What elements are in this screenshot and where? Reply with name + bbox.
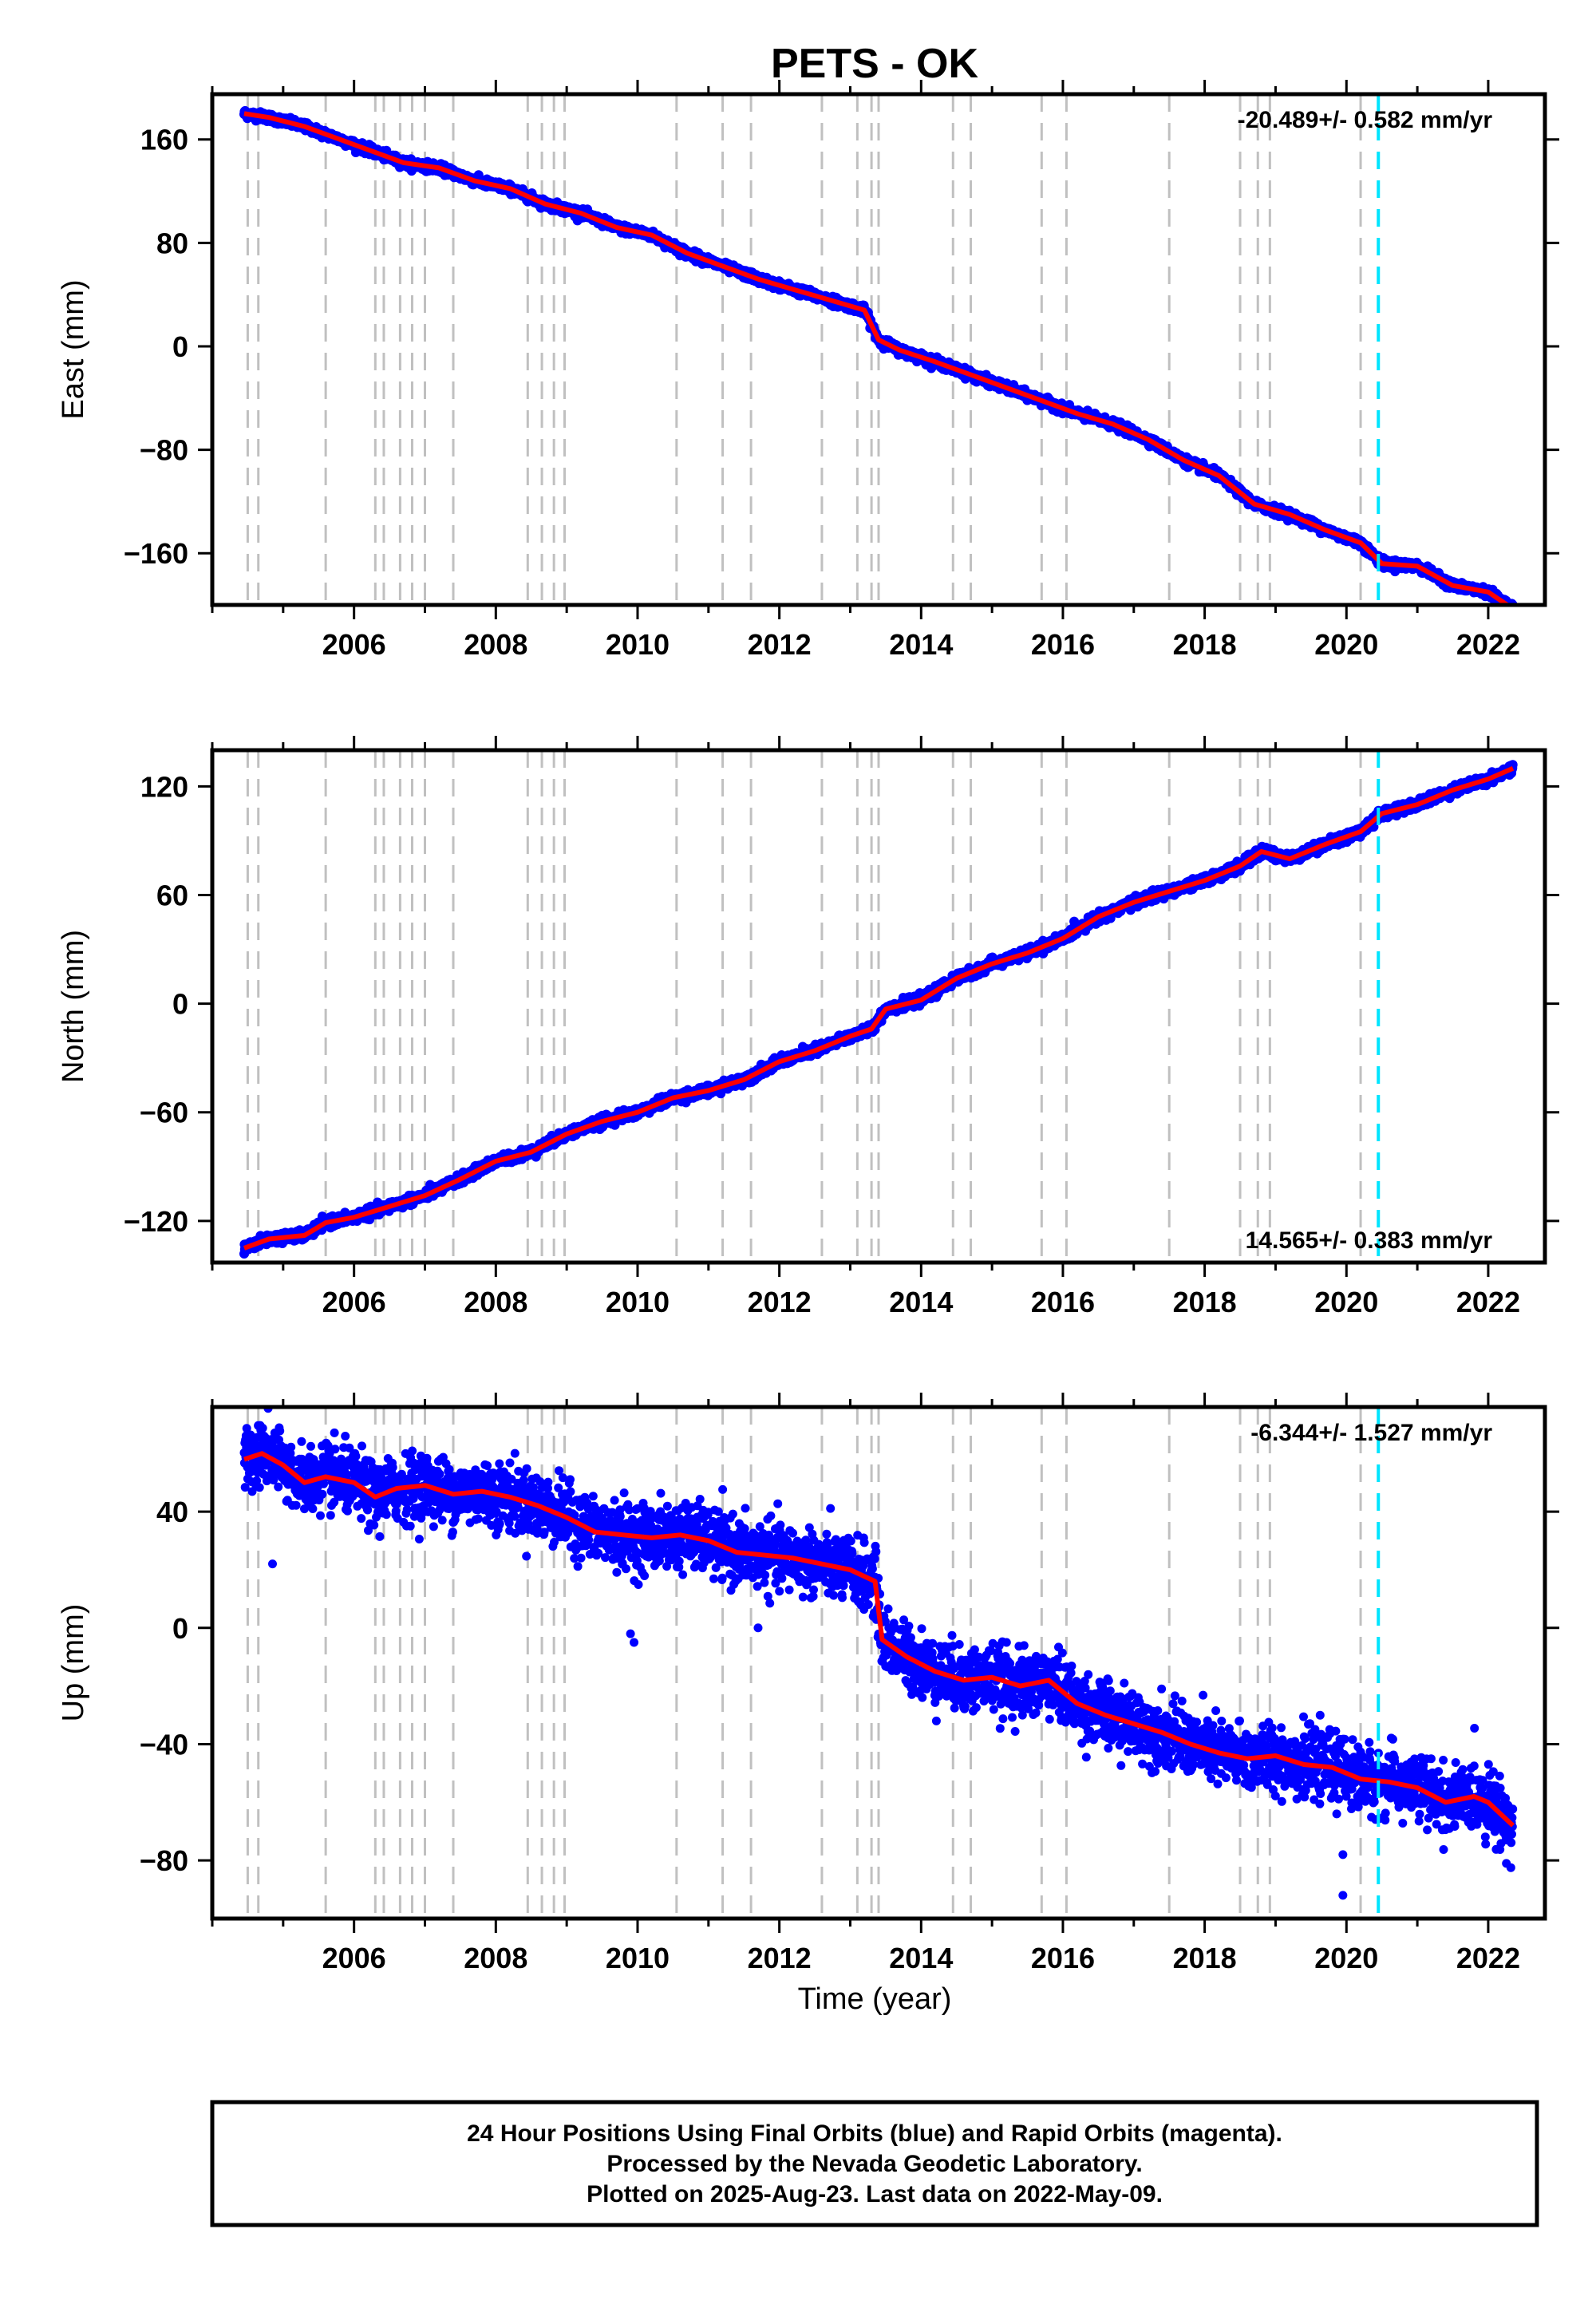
y-tick-label: 80 [156,227,188,259]
data-point [1507,606,1517,615]
panels-group: 2006 2008 2010 2012 2014 2016 2018 2020 2022 160 8… [57,80,1559,1974]
model-line [243,111,1512,605]
x-tick-label: 2008 [464,628,527,661]
x-tick-label: 2022 [1456,628,1520,661]
y-tick-label: −160 [124,537,188,570]
rate-label: -20.489+/- 0.582 mm/yr [1238,107,1493,133]
data-point [1503,607,1512,616]
y-tick-label: 160 [140,124,188,156]
panel-east: 2006 2008 2010 2012 2014 2016 2018 2020 2022 160 8… [57,80,1559,661]
x-tick-label: 2020 [1314,628,1378,661]
panel-frame [210,92,1547,607]
data-point [1506,607,1515,617]
plot-area [239,750,1518,1263]
x-tick-label: 2016 [1031,628,1095,661]
x-tick-label: 2014 [889,628,953,661]
y-axis-label: East (mm) [57,279,90,419]
x-tick-label: 2006 [322,628,386,661]
x-tick-label: 2018 [1173,628,1237,661]
panel-north: 2006 2008 2010 2012 2014 2016 2018 2020 20221206… [57,736,1559,1318]
plot-area [239,94,1518,617]
y-tick-label: −80 [140,434,188,467]
chart-title: PETS - OK [771,41,978,87]
x-tick-label: 2010 [606,628,670,661]
x-tick-label: 2012 [748,628,812,661]
y-tick-label: 0 [172,330,188,363]
